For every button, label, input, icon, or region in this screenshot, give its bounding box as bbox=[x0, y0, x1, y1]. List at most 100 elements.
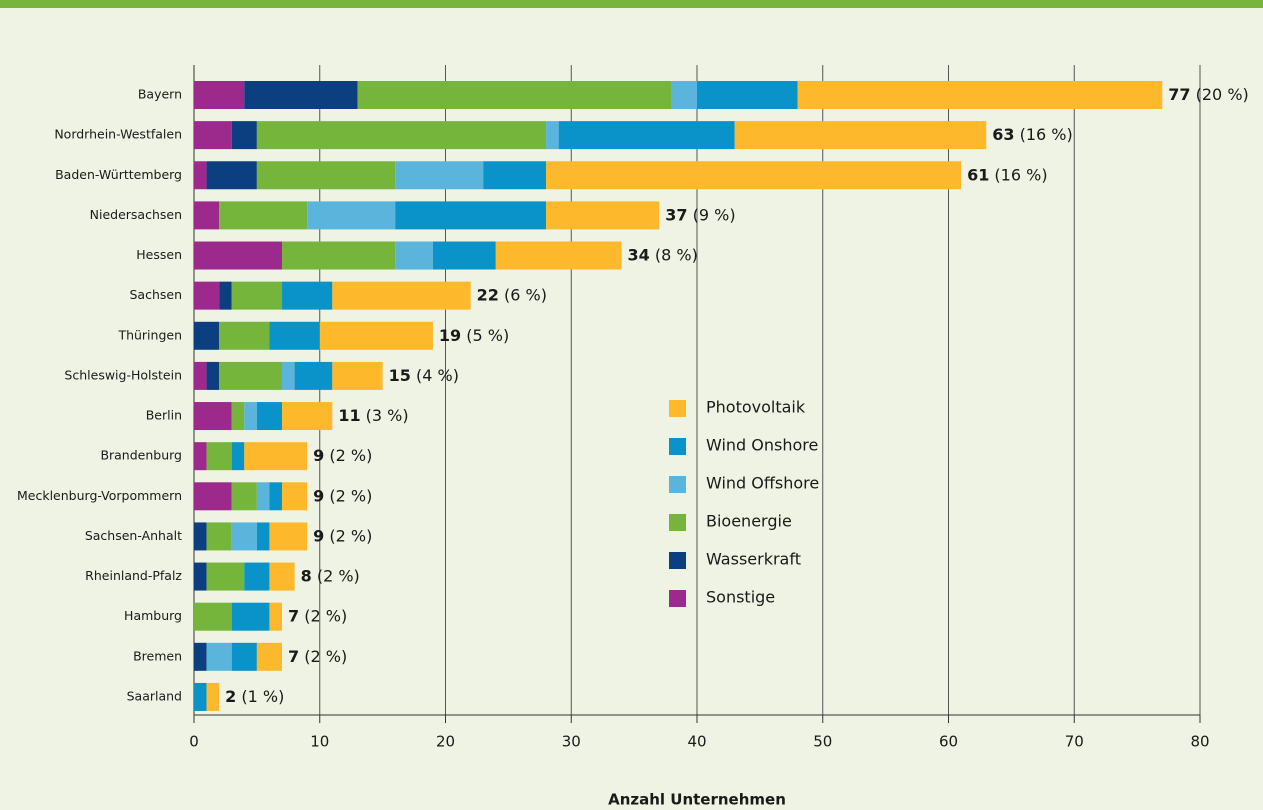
legend-swatch bbox=[669, 476, 686, 493]
bar-segment bbox=[219, 321, 270, 350]
bar-segment bbox=[231, 602, 270, 631]
y-tick-label: Thüringen bbox=[117, 327, 182, 342]
bar-segment bbox=[194, 161, 207, 190]
legend-swatch bbox=[669, 400, 686, 417]
share-label: (2 %) bbox=[317, 566, 360, 585]
bar-segment bbox=[244, 402, 257, 431]
bar-segment bbox=[194, 642, 207, 671]
y-tick-label: Rheinland-Pfalz bbox=[85, 568, 182, 583]
share-label: (2 %) bbox=[304, 646, 347, 665]
bar-segment bbox=[269, 522, 308, 551]
value-label: 22 (6 %) bbox=[477, 285, 547, 304]
bar-segment bbox=[194, 361, 207, 390]
bar-segment bbox=[231, 442, 245, 471]
value-label: 61 (16 %) bbox=[967, 165, 1047, 184]
bar-segment bbox=[671, 81, 697, 109]
bar-segment bbox=[256, 161, 396, 190]
x-tick-label: 70 bbox=[1065, 733, 1084, 751]
value-label: 7 (2 %) bbox=[288, 606, 347, 625]
bar-segment bbox=[269, 602, 283, 631]
value-label: 34 (8 %) bbox=[628, 245, 698, 264]
value-label: 15 (4 %) bbox=[389, 365, 459, 384]
y-tick-label: Berlin bbox=[146, 408, 182, 423]
bar-segment bbox=[206, 361, 220, 390]
total-label: 34 bbox=[628, 245, 650, 264]
legend-label: Sonstige bbox=[706, 588, 775, 607]
bar-segment bbox=[395, 161, 484, 190]
share-label: (6 %) bbox=[504, 285, 547, 304]
x-axis-title: Anzahl Unternehmen bbox=[608, 791, 786, 809]
x-tick-label: 0 bbox=[189, 733, 199, 751]
bar-segment bbox=[432, 241, 496, 270]
x-tick-label: 10 bbox=[310, 733, 329, 751]
bar-segment bbox=[282, 281, 333, 310]
bar-segment bbox=[395, 241, 433, 270]
y-tick-label: Nordrhein-Westfalen bbox=[54, 127, 182, 142]
value-label: 11 (3 %) bbox=[338, 406, 408, 425]
bar-segment bbox=[395, 201, 547, 230]
bar-segment bbox=[282, 361, 295, 390]
total-label: 8 bbox=[301, 566, 312, 585]
value-label: 9 (2 %) bbox=[313, 486, 372, 505]
legend-swatch bbox=[669, 590, 686, 607]
bar-segment bbox=[546, 121, 559, 150]
bar-segment bbox=[206, 682, 220, 711]
y-tick-label: Sachsen-Anhalt bbox=[85, 528, 182, 543]
total-label: 15 bbox=[389, 365, 411, 384]
legend-label: Wind Offshore bbox=[706, 474, 819, 493]
value-label: 63 (16 %) bbox=[992, 125, 1073, 144]
value-label: 19 (5 %) bbox=[439, 325, 509, 344]
bar-segment bbox=[219, 361, 283, 390]
x-tick-label: 30 bbox=[562, 733, 581, 751]
bar-segment bbox=[256, 402, 283, 431]
bar-segment bbox=[219, 281, 232, 310]
total-label: 77 bbox=[1168, 85, 1190, 104]
share-label: (2 %) bbox=[329, 526, 372, 545]
value-label: 37 (9 %) bbox=[665, 205, 735, 224]
bar-segment bbox=[194, 522, 207, 551]
total-label: 61 bbox=[967, 165, 989, 184]
share-label: (2 %) bbox=[304, 606, 347, 625]
total-label: 19 bbox=[439, 325, 461, 344]
bar-segment bbox=[332, 361, 383, 390]
y-tick-label: Saarland bbox=[127, 688, 182, 703]
total-label: 7 bbox=[288, 646, 299, 665]
x-tick-label: 80 bbox=[1190, 733, 1209, 751]
y-tick-label: Schleswig-Holstein bbox=[64, 367, 182, 382]
bar-segment bbox=[256, 482, 270, 511]
bar-segment bbox=[231, 281, 283, 310]
share-label: (2 %) bbox=[329, 446, 372, 465]
y-tick-label: Hessen bbox=[136, 247, 182, 262]
bar-segment bbox=[282, 402, 333, 431]
bar-segment bbox=[206, 161, 257, 190]
share-label: (3 %) bbox=[366, 406, 409, 425]
legend-label: Wind Onshore bbox=[706, 436, 818, 455]
bar-segment bbox=[282, 482, 308, 511]
y-tick-label: Hamburg bbox=[124, 608, 182, 623]
y-tick-label: Brandenburg bbox=[100, 448, 182, 463]
legend-swatch bbox=[669, 438, 686, 455]
share-label: (8 %) bbox=[655, 245, 698, 264]
x-tick-label: 20 bbox=[436, 733, 455, 751]
total-label: 63 bbox=[992, 125, 1014, 144]
bar-segment bbox=[269, 482, 283, 511]
x-tick-label: 50 bbox=[813, 733, 832, 751]
bar-segment bbox=[256, 121, 547, 150]
bar-segment bbox=[332, 281, 471, 310]
bar-segment bbox=[697, 81, 798, 109]
bar-segment bbox=[244, 562, 270, 591]
bar-segment bbox=[194, 442, 207, 471]
bar-segment bbox=[194, 682, 207, 711]
bar-segment bbox=[558, 121, 735, 150]
total-label: 22 bbox=[477, 285, 499, 304]
bar-segment bbox=[734, 121, 987, 150]
bar-segment bbox=[256, 642, 283, 671]
bar-segment bbox=[194, 281, 220, 310]
share-label: (9 %) bbox=[693, 205, 736, 224]
value-label: 7 (2 %) bbox=[288, 646, 347, 665]
bar-segment bbox=[546, 161, 962, 190]
total-label: 9 bbox=[313, 486, 324, 505]
bar-segment bbox=[194, 562, 207, 591]
bar-segment bbox=[194, 241, 283, 270]
